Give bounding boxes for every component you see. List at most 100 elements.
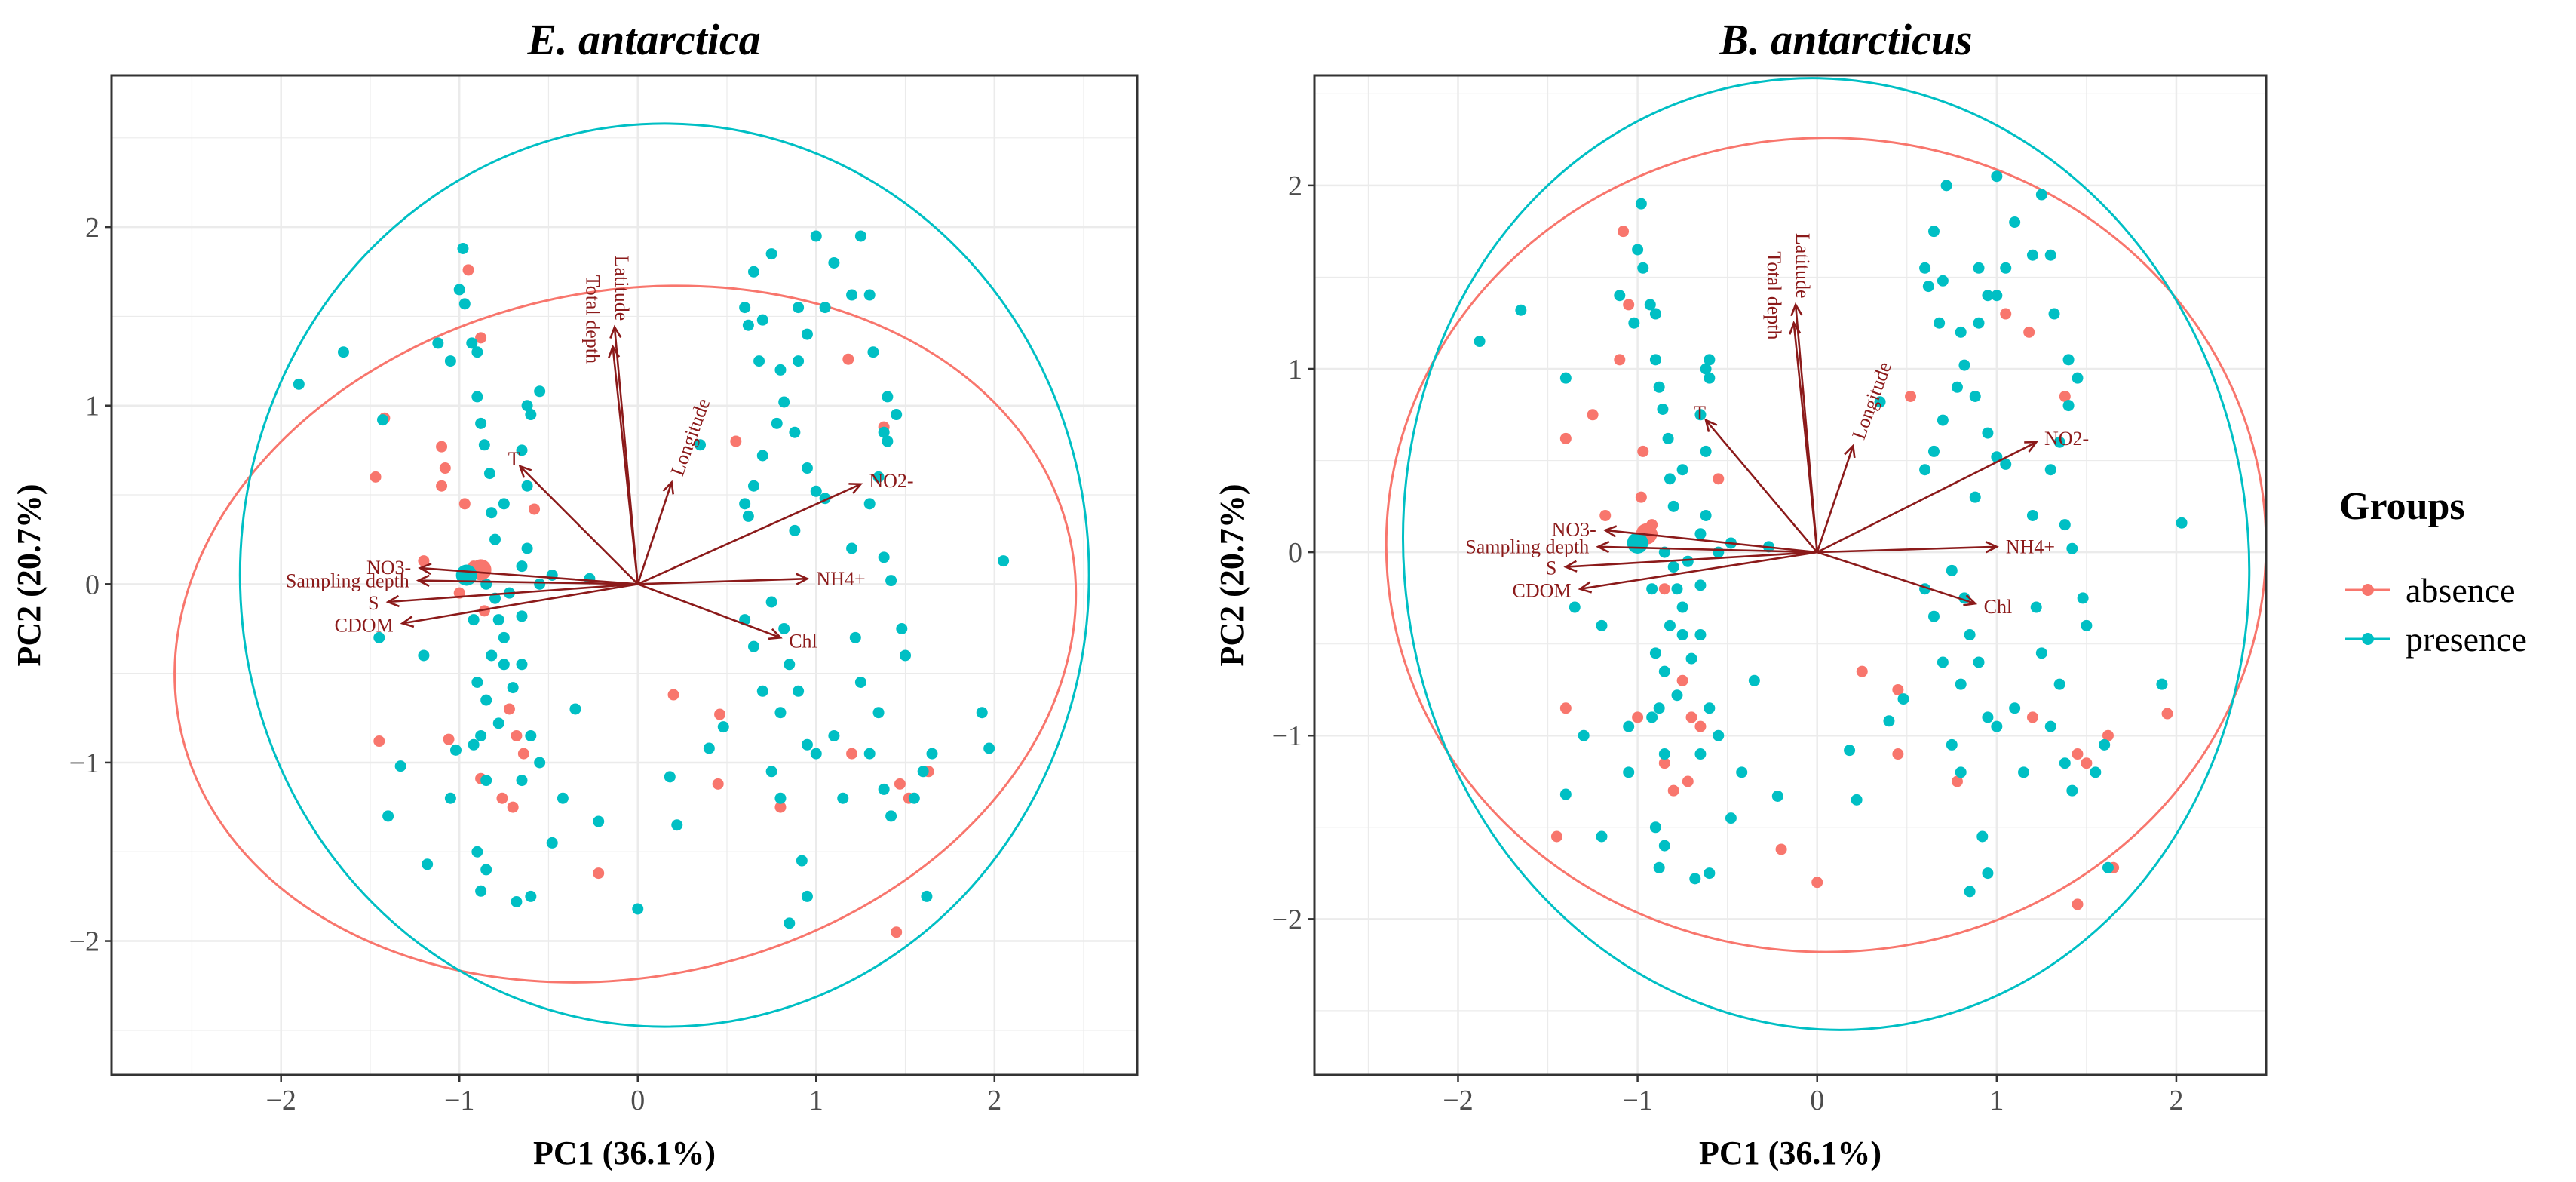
loading-label: NH4+: [2006, 536, 2055, 557]
point-presence: [521, 480, 533, 492]
point-presence: [1578, 729, 1590, 741]
point-presence: [525, 729, 537, 741]
point-absence: [436, 480, 448, 492]
point-presence: [1694, 409, 1707, 421]
point-presence: [1635, 198, 1647, 210]
loading-arrow: [612, 346, 639, 585]
x-tick-label: −2: [1443, 1085, 1473, 1116]
loading-arrowhead: [1704, 418, 1718, 432]
loading-arrowhead: [518, 465, 532, 478]
point-absence: [1658, 583, 1670, 595]
point-presence: [774, 792, 787, 804]
point-presence: [492, 717, 504, 729]
point-presence: [2062, 354, 2075, 366]
point-presence: [432, 337, 444, 349]
point-presence: [1694, 629, 1707, 641]
point-presence: [511, 895, 523, 907]
panel-title: B. antarcticus: [1719, 15, 1972, 64]
point-presence: [480, 864, 492, 876]
panel-border: [110, 74, 1139, 1076]
point-presence: [1657, 403, 1669, 415]
x-axis-title: PC1 (36.1%): [1699, 1134, 1881, 1171]
point-presence: [789, 524, 801, 536]
point-presence: [1851, 794, 1863, 806]
point-presence: [1658, 840, 1670, 852]
point-presence: [2035, 647, 2047, 659]
point-presence: [2081, 619, 2093, 631]
point-presence: [878, 551, 890, 563]
point-absence: [2161, 708, 2173, 720]
point-presence: [2044, 249, 2056, 261]
x-tick-label: 2: [2169, 1085, 2183, 1116]
y-tick-label: 2: [85, 212, 100, 244]
loading-label: Longitude: [1848, 359, 1896, 442]
point-absence: [1623, 299, 1635, 311]
point-presence: [2026, 509, 2038, 521]
point-presence: [498, 631, 510, 643]
point-presence: [1694, 528, 1707, 540]
point-presence: [1982, 427, 1994, 439]
point-presence: [1713, 546, 1725, 558]
loading-arrows: Latitude Total depth Longitude T NO2- NH4+ Chl…: [286, 256, 914, 652]
loading-label: CDOM: [335, 614, 394, 636]
loading-arrow: [1566, 551, 1817, 568]
point-presence: [756, 450, 768, 462]
panel-b-antarcticus: B. antarcticus Latitude Total depth Longit…: [1213, 15, 2268, 1171]
point-presence: [756, 685, 768, 697]
point-absence: [418, 555, 430, 567]
loading-arrow: [1817, 441, 2037, 554]
point-absence: [667, 689, 679, 701]
point-absence: [2081, 757, 2093, 769]
loading-arrow: [1817, 551, 1976, 605]
point-presence: [828, 729, 840, 741]
point-presence: [466, 337, 478, 349]
loading-arrowhead: [418, 562, 432, 576]
x-tick-label: 2: [987, 1085, 1001, 1116]
point-presence: [1628, 317, 1640, 329]
point-presence: [492, 614, 504, 626]
point-presence: [765, 248, 777, 260]
point-presence: [1973, 656, 1985, 668]
point-presence: [2099, 738, 2111, 751]
loading-arrowhead: [416, 574, 430, 587]
point-presence: [1474, 336, 1486, 348]
loading-arrow: [1605, 529, 1817, 554]
point-presence: [373, 631, 385, 643]
point-presence: [2059, 519, 2071, 531]
point-presence: [917, 766, 929, 778]
point-presence: [878, 426, 890, 438]
point-presence: [1771, 790, 1783, 802]
point-presence: [382, 810, 394, 822]
point-absence: [842, 353, 854, 365]
point-presence: [796, 855, 808, 867]
point-absence: [2072, 898, 2084, 910]
point-presence: [1982, 711, 1994, 723]
loading-arrow: [637, 483, 861, 585]
point-presence: [1632, 244, 1644, 256]
point-presence: [478, 439, 490, 451]
point-presence: [1671, 689, 1683, 702]
point-presence: [793, 685, 805, 697]
point-presence: [872, 707, 885, 719]
point-presence: [671, 819, 683, 831]
point-presence: [717, 721, 729, 733]
point-presence: [1969, 491, 1981, 503]
loading-arrowhead: [1578, 581, 1593, 594]
point-presence: [1991, 290, 2003, 302]
y-axis-title: PC2 (20.7%): [11, 484, 48, 667]
point-presence: [983, 742, 995, 754]
point-presence: [872, 471, 885, 483]
point-presence: [739, 302, 751, 314]
point-presence: [546, 570, 558, 581]
point-presence: [882, 435, 894, 447]
point-presence: [789, 426, 801, 438]
centroid-presence: [455, 564, 477, 586]
point-presence: [475, 417, 487, 429]
loading-arrow: [637, 577, 808, 585]
point-presence: [765, 596, 777, 608]
point-absence: [2000, 308, 2012, 320]
x-tick-label: 1: [809, 1085, 823, 1116]
panel-e-antarctica: E. antarctica Latitude Total depth Longitu…: [11, 15, 1139, 1171]
loading-arrows: Latitude Total depth Longitude T NO2- NH4+ Chl…: [1465, 233, 2089, 618]
point-presence: [422, 858, 434, 870]
